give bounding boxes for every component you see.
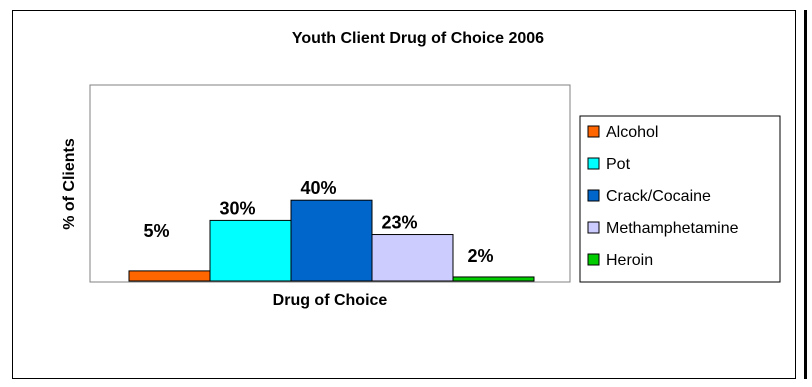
legend-swatch-pot	[587, 157, 600, 170]
bar-crack-cocaine	[290, 199, 373, 282]
legend-swatch-alcohol	[587, 125, 600, 138]
legend-swatch-heroin	[587, 253, 600, 266]
legend-items: Alcohol Pot Crack/Cocaine Methamphetamine He…	[587, 124, 739, 269]
y-axis-label: % of Clients	[61, 138, 78, 230]
chart-frame-shadow	[804, 10, 807, 379]
bars	[128, 199, 535, 282]
data-label-pot: 30%	[219, 198, 255, 218]
data-label-methamphetamine: 23%	[381, 213, 417, 233]
bar-heroin	[452, 276, 535, 282]
data-labels: 5% 30% 40% 23% 2%	[143, 178, 493, 266]
bar-pot	[209, 219, 292, 282]
legend-label-pot: Pot	[606, 156, 631, 173]
x-axis-label: Drug of Choice	[273, 292, 388, 309]
chart-title: Youth Client Drug of Choice 2006	[292, 30, 544, 47]
bar-methamphetamine	[371, 234, 454, 282]
legend-swatch-methamphetamine	[587, 221, 600, 234]
bar-alcohol	[128, 270, 211, 282]
legend-label-methamphetamine: Methamphetamine	[606, 220, 739, 237]
legend-label-crack-cocaine: Crack/Cocaine	[606, 188, 711, 205]
legend: Alcohol Pot Crack/Cocaine Methamphetamine He…	[579, 115, 781, 283]
legend-box	[579, 115, 781, 283]
data-label-alcohol: 5%	[143, 221, 169, 241]
legend-label-heroin: Heroin	[606, 252, 653, 269]
data-label-crack-cocaine: 40%	[300, 178, 336, 198]
legend-swatch-crack-cocaine	[587, 189, 600, 202]
legend-label-alcohol: Alcohol	[606, 124, 658, 141]
data-label-heroin: 2%	[467, 246, 493, 266]
